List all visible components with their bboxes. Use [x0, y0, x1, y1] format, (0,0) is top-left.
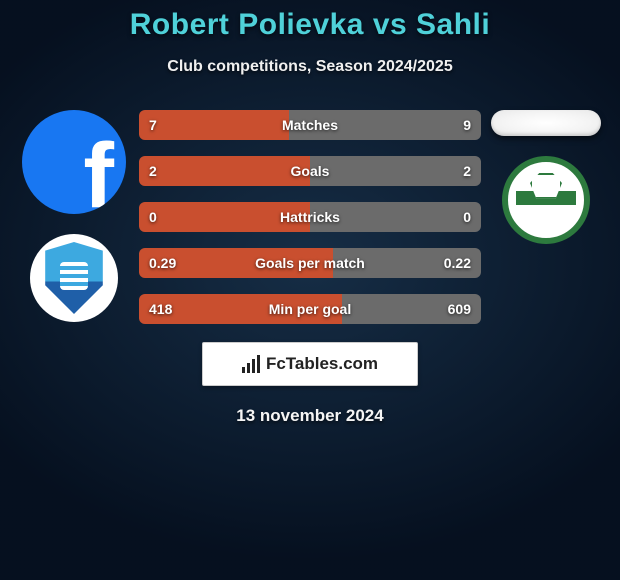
stat-bar-left-seg — [139, 110, 289, 140]
left-club-badge — [30, 234, 118, 322]
stat-right-value: 0.22 — [444, 255, 471, 271]
right-club-badge — [502, 156, 590, 244]
stat-row: 7 Matches 9 — [139, 110, 481, 140]
stat-right-value: 0 — [463, 209, 471, 225]
stat-label: Goals per match — [255, 255, 365, 271]
stat-right-value: 2 — [463, 163, 471, 179]
page-subtitle: Club competitions, Season 2024/2025 — [0, 58, 620, 76]
bars-icon — [242, 355, 260, 373]
comparison-row: f 7 Matches 9 2 Goals 2 0 Hattricks 0 0.29 Goals p… — [0, 110, 620, 324]
stat-left-value: 7 — [149, 117, 157, 133]
stat-bar-right-seg — [310, 156, 481, 186]
stat-left-value: 418 — [149, 301, 172, 317]
left-player-col: f — [19, 110, 129, 322]
stat-right-value: 609 — [448, 301, 471, 317]
left-player-avatar: f — [22, 110, 126, 214]
stat-label: Min per goal — [269, 301, 351, 317]
right-player-avatar — [491, 110, 601, 136]
stat-label: Goals — [291, 163, 330, 179]
comparison-bars: 7 Matches 9 2 Goals 2 0 Hattricks 0 0.29 Goals per… — [139, 110, 481, 324]
snapshot-date: 13 november 2024 — [0, 406, 620, 426]
stat-row: 0 Hattricks 0 — [139, 202, 481, 232]
stat-left-value: 0 — [149, 209, 157, 225]
source-logo-text: FcTables.com — [266, 354, 378, 374]
stat-label: Matches — [282, 117, 338, 133]
stat-right-value: 9 — [463, 117, 471, 133]
stat-bar-left-seg — [139, 156, 310, 186]
source-logo: FcTables.com — [202, 342, 418, 386]
right-player-col — [491, 110, 601, 244]
stat-label: Hattricks — [280, 209, 340, 225]
shield-icon — [42, 242, 106, 314]
page-title: Robert Polievka vs Sahli — [0, 8, 620, 42]
stat-row: 2 Goals 2 — [139, 156, 481, 186]
stat-left-value: 2 — [149, 163, 157, 179]
stat-row: 418 Min per goal 609 — [139, 294, 481, 324]
stat-left-value: 0.29 — [149, 255, 176, 271]
facebook-f-icon: f — [83, 130, 114, 214]
stat-row: 0.29 Goals per match 0.22 — [139, 248, 481, 278]
